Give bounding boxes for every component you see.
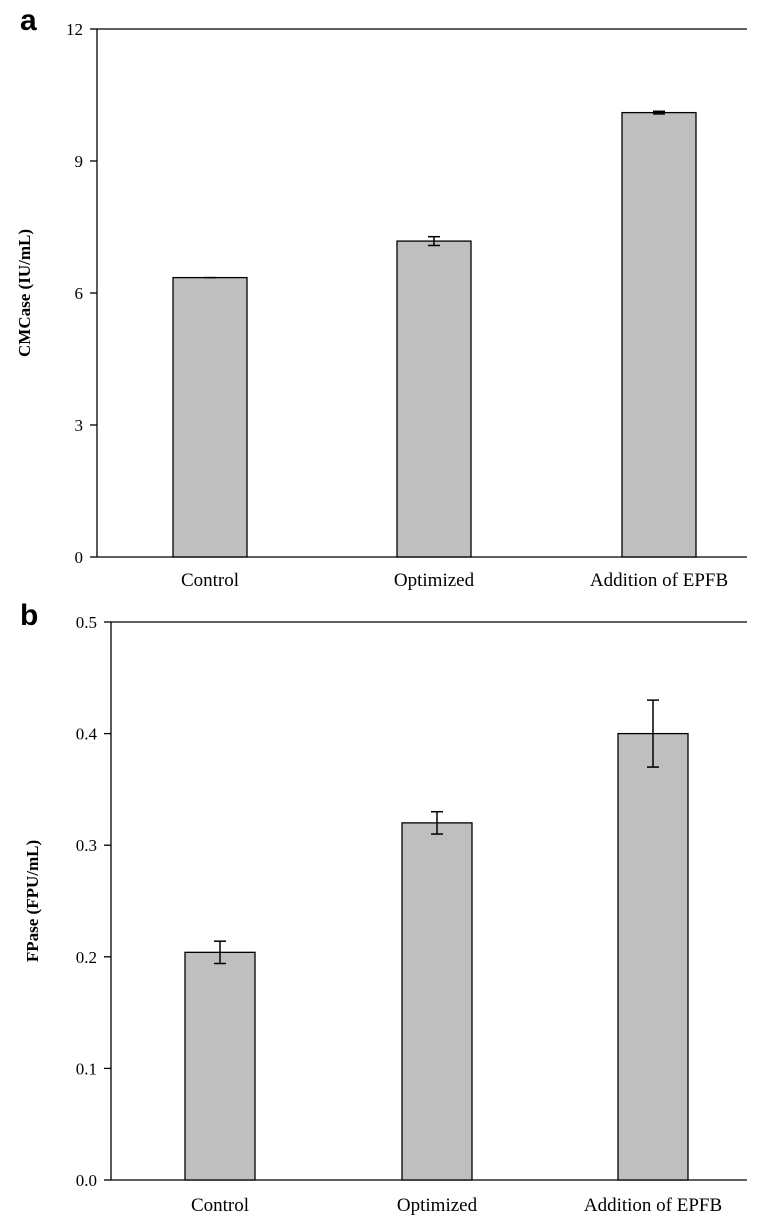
panel-letter: b bbox=[20, 599, 38, 632]
y-tick-label: 0.1 bbox=[76, 1059, 97, 1078]
y-tick-label: 3 bbox=[75, 416, 84, 435]
y-tick-label: 0.5 bbox=[76, 613, 97, 632]
bar bbox=[172, 276, 248, 558]
category-label: Addition of EPFB bbox=[584, 1195, 722, 1216]
bar bbox=[621, 111, 697, 558]
chart-panel-a: a 0 3 6 9 12 CMCase (IU/mL) Control Optimized Add… bbox=[15, 4, 747, 591]
y-tick-label: 0.2 bbox=[76, 948, 97, 967]
bar bbox=[617, 732, 689, 1181]
bar bbox=[184, 951, 256, 1181]
category-label: Optimized bbox=[394, 570, 475, 591]
category-label: Control bbox=[191, 1195, 249, 1216]
y-tick-label: 0.4 bbox=[76, 725, 98, 744]
y-axis-title: CMCase (IU/mL) bbox=[15, 229, 34, 357]
y-tick-label: 0 bbox=[75, 548, 84, 567]
category-label: Addition of EPFB bbox=[590, 570, 728, 591]
bar bbox=[396, 240, 472, 558]
category-label: Control bbox=[181, 570, 239, 591]
y-tick-label: 12 bbox=[66, 20, 83, 39]
y-axis-title: FPase (FPU/mL) bbox=[23, 840, 42, 962]
y-tick-label: 0.3 bbox=[76, 836, 97, 855]
category-label: Optimized bbox=[397, 1195, 478, 1216]
chart-panel-b: b 0.0 0.1 0.2 0.3 0.4 0.5 FPase (FPU/mL) Control… bbox=[20, 599, 747, 1216]
bar bbox=[401, 822, 473, 1181]
y-tick-label: 0.0 bbox=[76, 1171, 97, 1190]
y-tick-label: 9 bbox=[75, 152, 84, 171]
panel-letter: a bbox=[20, 4, 37, 37]
y-tick-label: 6 bbox=[75, 284, 84, 303]
